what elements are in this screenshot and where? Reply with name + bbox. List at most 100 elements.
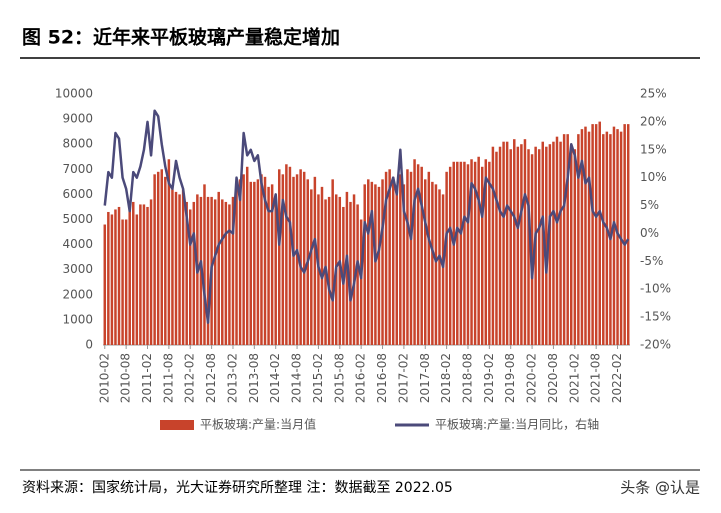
bar [238,179,242,345]
bar [438,189,441,345]
bar [448,166,452,345]
bar [413,159,416,345]
bar [149,199,153,345]
bar [431,181,434,345]
bar [466,164,470,345]
bar [270,184,274,345]
bar [228,204,231,345]
x-tick-label: 2010-08 [119,353,133,403]
bar [128,209,131,345]
bar [299,169,302,345]
y2-tick-label: 5% [640,198,659,212]
bar [502,141,505,345]
bar [530,154,534,345]
x-tick-label: 2015-02 [311,353,325,403]
bar [331,179,334,345]
y2-tick-label: -15% [640,310,671,324]
bar [488,161,491,345]
x-tick-label: 2021-02 [567,353,581,403]
x-tick-label: 2010-02 [97,353,111,403]
bar [434,184,438,345]
x-tick-label: 2013-08 [247,353,261,403]
bar [281,174,285,345]
bar [245,166,249,345]
bar [253,181,256,345]
bar [117,206,121,345]
bar [381,179,384,345]
x-tick-label: 2014-08 [290,353,304,403]
bar [459,161,463,345]
bar [185,201,188,345]
bar [242,174,245,345]
x-tick-label: 2011-02 [140,353,154,403]
x-tick-label: 2013-02 [225,353,239,403]
bar [626,124,630,346]
bar [263,176,267,345]
bar [231,196,235,345]
bar [623,124,626,346]
bar [491,146,495,345]
bar [548,144,552,345]
y2-tick-label: 15% [640,142,667,156]
bar [359,219,363,345]
bar [616,129,619,345]
y-tick-label: 4000 [62,237,93,251]
bar [477,156,480,345]
bar [356,204,359,345]
bar [235,184,238,345]
x-tick-label: 2018-02 [439,353,453,403]
bar [167,159,171,345]
bar [427,171,431,345]
x-tick-label: 2012-02 [183,353,197,403]
bar [391,176,395,345]
bar [562,134,566,345]
y-tick-label: 2000 [62,287,93,301]
y-tick-label: 9000 [62,112,93,126]
source-note: 资料来源：国家统计局，光大证券研究所整理 注：数据截至 2022.05 [22,479,453,496]
x-tick-label: 2012-08 [204,353,218,403]
y-tick-label: 8000 [62,137,93,151]
bar [388,169,391,345]
bar [278,169,281,345]
bar [520,144,523,345]
y-tick-label: 10000 [55,87,93,101]
legend-label: 平板玻璃:产量:当月同比，右轴 [435,417,599,432]
bar [124,219,128,345]
bar [452,161,455,345]
bar [420,166,423,345]
bar [545,146,548,345]
bar [552,141,555,345]
x-tick-label: 2021-08 [589,353,603,403]
x-tick-label: 2017-08 [418,353,432,403]
legend-label: 平板玻璃:产量:当月值 [200,417,316,432]
bar [577,134,580,345]
bar [602,134,605,345]
bar [142,204,146,345]
bar [573,149,577,345]
bar [164,176,167,345]
y2-tick-label: -10% [640,282,671,296]
bar [249,181,253,345]
y-tick-label: 7000 [62,162,93,176]
bar [537,149,541,345]
y2-tick-label: -5% [640,254,663,268]
bar [612,126,616,345]
bar [171,189,174,345]
bar [587,131,591,345]
y-tick-label: 3000 [62,262,93,276]
x-tick-label: 2018-08 [460,353,474,403]
bar [267,186,270,345]
bar [374,184,377,345]
bar [146,206,149,345]
bar [178,194,181,345]
bar [555,136,559,345]
bar [541,141,545,345]
line [103,109,630,324]
bar [153,174,156,345]
bar [509,149,512,345]
bar [570,146,573,345]
bar [256,179,260,345]
bar [221,199,224,345]
y-tick-label: 1000 [62,312,93,326]
